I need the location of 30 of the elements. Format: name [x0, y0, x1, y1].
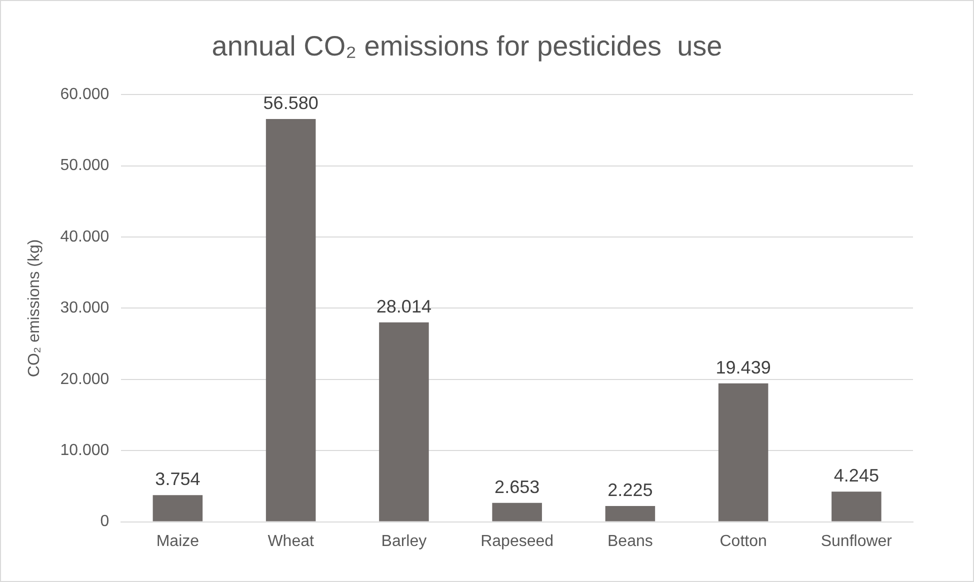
x-tick-label: Wheat — [268, 532, 314, 550]
data-label: 2.225 — [608, 480, 653, 500]
y-tick-label: 20.000 — [60, 370, 110, 388]
bar — [605, 506, 656, 522]
y-tick-label: 30.000 — [60, 300, 110, 317]
data-label: 28.014 — [376, 296, 432, 316]
y-tick-label: 60.000 — [60, 86, 110, 104]
x-tick-label: Barley — [381, 532, 427, 550]
y-tick-label: 0 — [100, 513, 110, 530]
data-label: 2.653 — [494, 476, 540, 497]
x-tick-label: Beans — [608, 532, 653, 550]
bar — [832, 492, 882, 522]
y-tick-label: 10.000 — [60, 442, 110, 460]
bar — [379, 322, 429, 522]
y-tick-label: 50.000 — [60, 157, 110, 174]
bar — [266, 118, 316, 522]
bar — [152, 495, 203, 522]
data-label: 19.439 — [716, 357, 771, 378]
x-tick-label: Sunflower — [820, 532, 893, 550]
data-label: 4.245 — [834, 466, 879, 486]
y-tick-label: 40.000 — [60, 228, 110, 246]
data-label: 56.580 — [263, 92, 318, 113]
y-axis-title: CO₂ emissions (kg) — [26, 239, 44, 378]
bar — [718, 383, 768, 522]
x-tick-label: Rapeseed — [480, 532, 554, 550]
x-tick-label: Cotton — [720, 532, 767, 550]
x-tick-label: Maize — [156, 532, 200, 550]
chart-title: annual CO₂ emissions for pesticides use — [212, 30, 722, 62]
bar — [492, 502, 542, 522]
data-label: 3.754 — [155, 469, 200, 490]
